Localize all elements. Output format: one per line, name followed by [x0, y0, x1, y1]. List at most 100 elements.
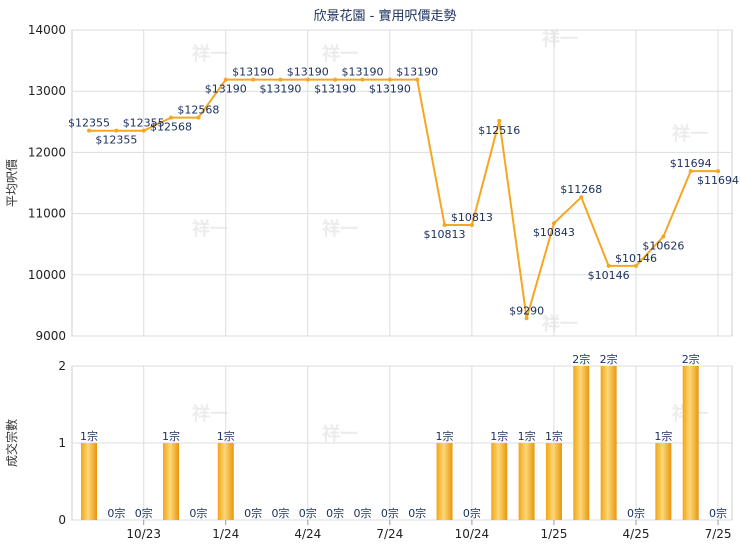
price-data-label: $11694: [670, 157, 712, 170]
price-data-label: $10813: [451, 211, 493, 224]
volume-y-tick-label: 2: [58, 359, 66, 373]
price-data-label: $10146: [588, 269, 630, 282]
volume-data-label: 2宗: [682, 352, 700, 366]
volume-bar: [436, 443, 453, 520]
volume-y-tick-label: 0: [58, 513, 66, 527]
price-y-tick-label: 11000: [28, 207, 66, 221]
volume-grid: 0 1 2 10/23 1/24 4/24 7/24 10/24 1/25 4/25 7/25: [58, 359, 732, 541]
price-point: [415, 77, 420, 82]
price-point: [387, 77, 392, 82]
x-tick-label: 1/24: [212, 527, 239, 541]
price-point: [87, 128, 91, 133]
price-y-tick-label: 12000: [28, 145, 66, 159]
volume-axis-label: 成交宗數: [4, 419, 19, 467]
watermark-text: 祥一: [542, 28, 578, 50]
volume-data-label: 0宗: [271, 506, 289, 520]
price-point: [196, 115, 201, 120]
x-tick-label: 4/25: [623, 527, 650, 541]
price-point: [333, 77, 338, 82]
price-data-label: $12568: [177, 104, 219, 117]
price-axis-label: 平均呎價: [5, 159, 19, 207]
price-data-label: $10146: [615, 252, 657, 265]
volume-data-label: 1宗: [518, 429, 536, 443]
price-point: [223, 77, 228, 82]
price-point: [579, 195, 584, 200]
volume-data-label: 1宗: [217, 429, 235, 443]
price-y-tick-label: 14000: [28, 23, 66, 37]
price-data-label: $10626: [642, 239, 684, 252]
volume-data-label: 0宗: [299, 506, 317, 520]
volume-data-label: 0宗: [326, 506, 344, 520]
volume-data-label: 1宗: [436, 429, 454, 443]
price-data-label: $13190: [259, 83, 301, 96]
price-point: [661, 234, 666, 239]
price-point: [141, 128, 146, 133]
price-point: [251, 77, 256, 82]
price-point: [606, 263, 611, 268]
chart-title: 欣景花園 - 實用呎價走勢: [314, 8, 457, 24]
volume-data-label: 0宗: [244, 506, 262, 520]
price-data-label: $12568: [150, 121, 192, 134]
watermark-text: 祥一: [672, 123, 708, 145]
price-data-label: $9290: [509, 304, 544, 317]
volume-data-label: 0宗: [354, 506, 372, 520]
price-data-label: $10813: [424, 228, 466, 241]
price-point: [278, 77, 283, 82]
price-point: [716, 169, 721, 174]
volume-bar: [600, 366, 617, 520]
price-series: $12355$12355$12355$12568$12568$13190$131…: [68, 66, 739, 321]
x-tick-label: 10/24: [455, 527, 490, 541]
volume-data-label: 0宗: [408, 506, 426, 520]
watermark-text: 祥一: [192, 218, 228, 240]
price-data-label: $13190: [205, 83, 247, 96]
price-point: [469, 223, 474, 228]
volume-bar: [163, 443, 180, 520]
price-data-label: $12355: [95, 134, 137, 147]
watermark-text: 祥一: [322, 218, 358, 240]
volume-bar: [518, 443, 535, 520]
volume-bar: [655, 443, 672, 520]
volume-data-label: 0宗: [135, 506, 153, 520]
x-tick-label: 7/24: [376, 527, 403, 541]
price-data-label: $13190: [369, 83, 411, 96]
volume-data-label: 2宗: [600, 352, 618, 366]
price-point: [688, 169, 693, 174]
price-data-label: $13190: [314, 83, 356, 96]
watermark-text: 祥一: [542, 313, 578, 335]
price-y-tick-label: 10000: [28, 268, 66, 282]
price-data-label: $12355: [68, 117, 110, 130]
volume-data-label: 0宗: [709, 506, 727, 520]
price-grid: 9000 10000 11000 12000 13000 14000: [28, 23, 732, 343]
price-point: [360, 77, 365, 82]
volume-data-label: 0宗: [381, 506, 399, 520]
watermark-text: 祥一: [322, 43, 358, 65]
price-data-label: $12516: [478, 124, 520, 137]
price-line: [89, 78, 719, 319]
volume-y-tick-label: 1: [58, 436, 66, 450]
price-data-label: $13190: [287, 66, 329, 79]
price-y-tick-label: 13000: [28, 84, 66, 98]
price-point: [169, 115, 174, 120]
volume-bar: [682, 366, 699, 520]
volume-data-label: 0宗: [463, 506, 481, 520]
volume-bar: [491, 443, 508, 520]
volume-bar: [81, 443, 97, 520]
price-point: [551, 221, 556, 226]
volume-data-label: 1宗: [654, 429, 672, 443]
price-data-label: $13190: [342, 66, 384, 79]
volume-data-label: 2宗: [572, 352, 590, 366]
volume-data-label: 1宗: [490, 429, 508, 443]
volume-bar: [217, 443, 234, 520]
volume-data-label: 1宗: [162, 429, 180, 443]
price-point: [442, 223, 447, 228]
price-point: [524, 316, 529, 321]
volume-bar: [573, 366, 590, 520]
volume-data-label: 1宗: [545, 429, 563, 443]
x-tick-label: 7/25: [705, 527, 732, 541]
price-data-label: $11268: [560, 183, 602, 196]
watermark-text: 祥一: [192, 43, 228, 65]
volume-data-label: 0宗: [107, 506, 125, 520]
price-y-tick-label: 9000: [35, 329, 66, 343]
